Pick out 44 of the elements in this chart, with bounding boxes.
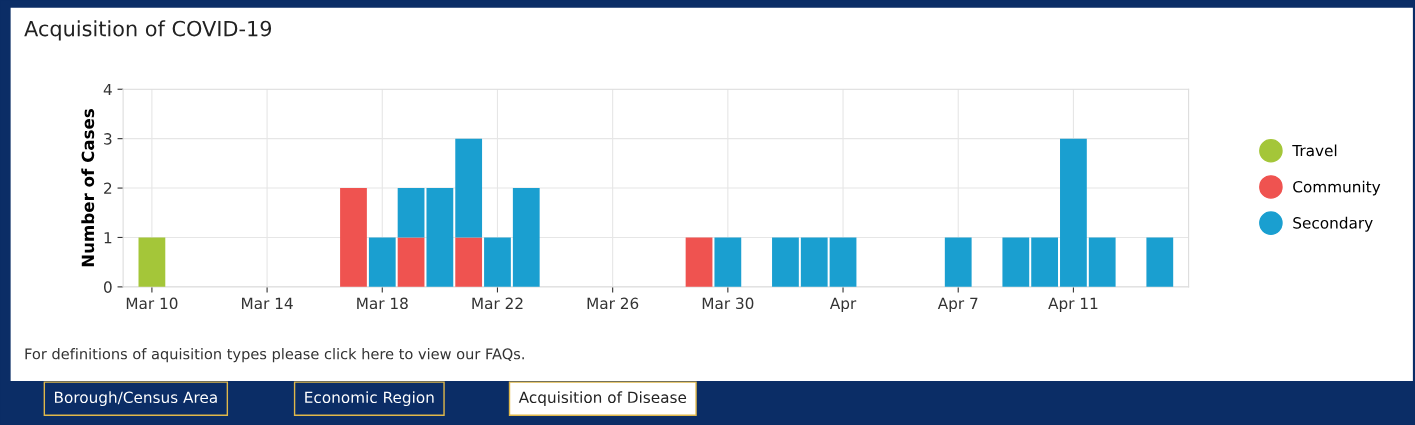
x-tick-label: Apr bbox=[829, 297, 857, 313]
text: Borough/Census Area bbox=[55, 391, 217, 407]
legend-label: Community bbox=[1293, 180, 1381, 196]
text: For definitions of aquisition types please click here to view our FAQs. bbox=[25, 348, 524, 363]
bar bbox=[1060, 138, 1087, 287]
bar bbox=[340, 188, 367, 287]
bar bbox=[1088, 237, 1116, 287]
x-tick-label: Mar 18 bbox=[357, 297, 408, 310]
bar bbox=[455, 237, 483, 287]
bar bbox=[1002, 237, 1030, 287]
bar bbox=[944, 237, 972, 287]
x-tick-label: Mar 22 bbox=[472, 297, 523, 310]
bar bbox=[1031, 237, 1058, 287]
y-tick-label: 1 bbox=[104, 232, 112, 244]
x-tick-label: Apr 7 bbox=[937, 297, 978, 313]
bar bbox=[512, 188, 540, 287]
y-tick-label: 3 bbox=[104, 133, 112, 145]
y-tick-label: 0 bbox=[103, 281, 112, 293]
bar bbox=[714, 237, 742, 287]
x-tick-label: Mar 14 bbox=[242, 297, 293, 310]
y-axis-title: Number of Cases bbox=[81, 109, 95, 267]
x-tick-label: Mar 10 bbox=[126, 297, 178, 310]
x-tick-label: Mar 26 bbox=[587, 297, 639, 310]
text: Acquisition of Disease bbox=[518, 391, 687, 407]
bar bbox=[772, 237, 799, 287]
bar bbox=[685, 237, 713, 287]
bar bbox=[397, 237, 425, 287]
bar bbox=[455, 138, 483, 238]
bar bbox=[1146, 237, 1174, 287]
x-tick-label: Apr 11 bbox=[1048, 297, 1098, 313]
bar bbox=[829, 237, 857, 287]
y-tick-label: 2 bbox=[104, 182, 112, 194]
bar bbox=[397, 188, 425, 238]
legend-label: Travel bbox=[1292, 144, 1337, 157]
x-tick-label: Mar 30 bbox=[702, 297, 754, 310]
y-tick-label: 4 bbox=[103, 83, 112, 96]
bar bbox=[800, 237, 828, 287]
legend-label: Secondary bbox=[1293, 216, 1373, 232]
bar bbox=[368, 237, 396, 287]
bar bbox=[484, 237, 511, 287]
text: Economic Region bbox=[305, 391, 434, 407]
bar bbox=[138, 237, 166, 287]
chart-title: Acquisition of COVID-19 bbox=[24, 20, 272, 41]
bar bbox=[426, 188, 454, 287]
